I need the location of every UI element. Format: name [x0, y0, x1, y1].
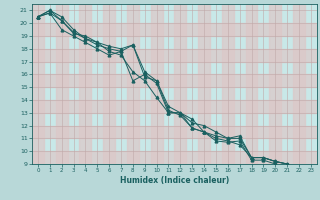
Bar	[246, 4, 258, 164]
Bar	[32, 23, 317, 36]
Bar	[151, 4, 163, 164]
Bar	[269, 4, 281, 164]
Bar	[103, 4, 115, 164]
Bar	[32, 49, 317, 62]
Bar	[32, 126, 317, 138]
Bar	[198, 4, 210, 164]
Bar	[56, 4, 68, 164]
Bar	[32, 74, 317, 87]
Bar	[174, 4, 186, 164]
X-axis label: Humidex (Indice chaleur): Humidex (Indice chaleur)	[120, 176, 229, 185]
Bar	[32, 4, 44, 164]
Bar	[32, 100, 317, 113]
Bar	[127, 4, 139, 164]
Bar	[79, 4, 91, 164]
Bar	[222, 4, 234, 164]
Bar	[32, 151, 317, 164]
Bar	[293, 4, 305, 164]
